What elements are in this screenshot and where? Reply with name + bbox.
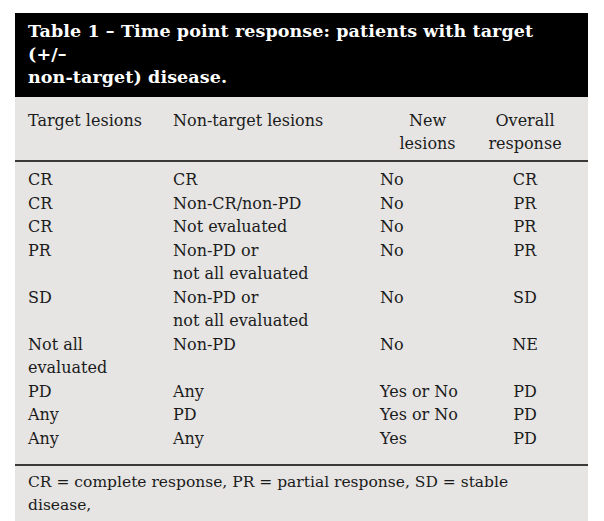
cell-new-lesions: No	[380, 168, 475, 192]
column-header-overall-response: Overall response	[475, 109, 575, 155]
column-header-target-lesions: Target lesions	[28, 109, 173, 155]
cell-target-lesions: CR	[28, 215, 173, 239]
cell-overall-response: SD	[475, 286, 575, 333]
table-title: Table 1 – Time point response: patients …	[15, 13, 588, 97]
cell-non-target-lesions: Non-PD	[173, 333, 380, 380]
cell-non-target-lesions: Non-PD or not all evaluated	[173, 286, 380, 333]
cell-new-lesions: Yes	[380, 427, 475, 451]
cell-target-lesions: Not all evaluated	[28, 333, 173, 380]
cell-target-lesions: Any	[28, 427, 173, 451]
table-header-row: Target lesions Non-target lesions New le…	[15, 97, 588, 162]
column-header-new-lesions: New lesions	[380, 109, 475, 155]
table-row: CR Non-CR/non-PD No PR	[28, 192, 575, 216]
cell-overall-response: CR	[475, 168, 575, 192]
cell-target-lesions: CR	[28, 168, 173, 192]
table-row: CR Not evaluated No PR	[28, 215, 575, 239]
cell-overall-response: PR	[475, 239, 575, 286]
cell-target-lesions: PR	[28, 239, 173, 286]
column-header-non-target-lesions: Non-target lesions	[173, 109, 380, 155]
cell-new-lesions: Yes or No	[380, 380, 475, 404]
table-row: CR CR No CR	[28, 168, 575, 192]
cell-overall-response: PD	[475, 427, 575, 451]
cell-new-lesions: No	[380, 333, 475, 380]
page: Table 1 – Time point response: patients …	[0, 0, 604, 521]
table-row: Any PD Yes or No PD	[28, 403, 575, 427]
cell-overall-response: PD	[475, 403, 575, 427]
cell-overall-response: PR	[475, 215, 575, 239]
cell-new-lesions: Yes or No	[380, 403, 475, 427]
table-row: PD Any Yes or No PD	[28, 380, 575, 404]
cell-target-lesions: CR	[28, 192, 173, 216]
cell-non-target-lesions: Non-CR/non-PD	[173, 192, 380, 216]
table-footnote: CR = complete response, PR = partial res…	[15, 466, 588, 521]
cell-new-lesions: No	[380, 286, 475, 333]
table-body: Target lesions Non-target lesions New le…	[15, 97, 588, 521]
cell-new-lesions: No	[380, 215, 475, 239]
cell-non-target-lesions: Any	[173, 427, 380, 451]
cell-target-lesions: PD	[28, 380, 173, 404]
cell-non-target-lesions: PD	[173, 403, 380, 427]
cell-non-target-lesions: Any	[173, 380, 380, 404]
cell-overall-response: PD	[475, 380, 575, 404]
cell-non-target-lesions: CR	[173, 168, 380, 192]
table-figure: Table 1 – Time point response: patients …	[15, 13, 588, 521]
cell-overall-response: NE	[475, 333, 575, 380]
table-row: Not all evaluated Non-PD No NE	[28, 333, 575, 380]
table-row: PR Non-PD or not all evaluated No PR	[28, 239, 575, 286]
table-row: SD Non-PD or not all evaluated No SD	[28, 286, 575, 333]
table-rows: CR CR No CR CR Non-CR/non-PD No PR CR No…	[15, 162, 588, 466]
table-row: Any Any Yes PD	[28, 427, 575, 451]
cell-new-lesions: No	[380, 239, 475, 286]
cell-non-target-lesions: Not evaluated	[173, 215, 380, 239]
cell-overall-response: PR	[475, 192, 575, 216]
cell-target-lesions: SD	[28, 286, 173, 333]
cell-non-target-lesions: Non-PD or not all evaluated	[173, 239, 380, 286]
cell-new-lesions: No	[380, 192, 475, 216]
cell-target-lesions: Any	[28, 403, 173, 427]
